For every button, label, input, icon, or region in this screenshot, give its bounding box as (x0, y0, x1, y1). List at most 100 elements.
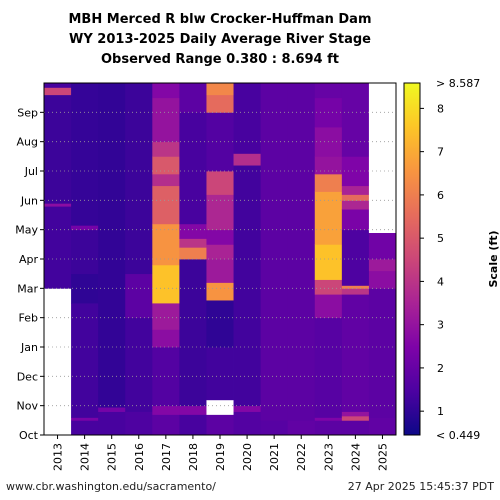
heatmap-cell-2025-1 (368, 288, 396, 418)
colorbar-tick-label-3: 3 (437, 319, 444, 332)
heatmap-cell-2024-7 (341, 209, 370, 231)
heatmap-cell-2020-2 (233, 165, 262, 407)
heatmap-cell-2023-6 (314, 191, 343, 245)
colorbar-ticks: 1 2 3 4 5 6 7 8 (420, 102, 444, 418)
heatmap-cell-2017-11 (152, 97, 180, 143)
heatmap-cell-2020-4 (233, 83, 262, 154)
heatmap-cell-2013-1 (44, 206, 72, 289)
heatmap-cell-2023-3 (314, 294, 343, 319)
heatmap-cell-2025-0 (368, 417, 396, 435)
heatmap-cell-2016-3 (125, 83, 153, 275)
heatmap-cell-2015-1 (98, 407, 126, 412)
year-tick-label-2018: 2018 (187, 443, 200, 471)
heatmap-cell-2017-0 (152, 414, 180, 435)
heatmap-cell-2016-1 (125, 317, 153, 412)
heatmap-cell-2021-0 (260, 420, 289, 435)
heatmap-cell-2024-10 (341, 185, 370, 195)
heatmap-cell-2024-4 (341, 288, 370, 295)
heatmap-cell-2017-3 (152, 329, 180, 348)
heatmap-cell-2018-3 (179, 247, 207, 260)
heatmap-cell-2017-6 (152, 223, 180, 266)
colorbar-tick-label-7: 7 (437, 146, 444, 159)
heatmap-cell-2023-0 (314, 420, 343, 435)
month-tick-label-nov: Nov (17, 400, 39, 413)
heatmap-cell-2019-9 (206, 171, 234, 195)
heatmap-cell-2024-9 (341, 194, 370, 201)
month-tick-label-jul: Jul (24, 165, 38, 178)
heatmap-cell-2014-4 (71, 229, 99, 275)
heatmap-cell-2024-1 (341, 415, 370, 421)
heatmap-cell-2019-8 (206, 194, 234, 231)
year-tick-label-2017: 2017 (160, 443, 173, 471)
colorbar-tick-label-2: 2 (437, 362, 444, 375)
timestamp: 27 Apr 2025 15:45:37 PDT (348, 480, 495, 493)
colorbar-tick-label-5: 5 (437, 232, 444, 245)
heatmap-cell-2017-4 (152, 303, 180, 330)
year-tick-label-2020: 2020 (241, 443, 254, 471)
source-url: www.cbr.washington.edu/sacramento/ (6, 480, 216, 493)
heatmap-cell-2019-12 (206, 83, 234, 96)
month-tick-label-sep: Sep (17, 106, 38, 119)
heatmap-cell-2014-1 (71, 417, 99, 421)
heatmap-cell-2013-2 (44, 203, 72, 207)
year-tick-label-2016: 2016 (133, 443, 146, 471)
heatmap-cells (44, 83, 396, 435)
heatmap-cell-2023-1 (314, 417, 343, 421)
month-tick-label-aug: Aug (17, 136, 38, 149)
year-tick-label-2025: 2025 (377, 443, 390, 471)
heatmap-cell-2018-1 (179, 405, 207, 415)
heatmap-cell-2020-0 (233, 411, 262, 435)
colorbar: 1 2 3 4 5 6 7 8 > 8.587 < 0.449 Scale (ft) (403, 77, 500, 442)
heatmap-cell-2018-2 (179, 259, 207, 407)
year-tick-label-2014: 2014 (79, 443, 92, 471)
heatmap-cell-2024-2 (341, 411, 370, 417)
colorbar-tick-label-1: 1 (437, 405, 444, 418)
heatmap-cell-2016-0 (125, 411, 153, 435)
heatmap-cell-2013-5 (44, 83, 72, 88)
heatmap-cell-2013-4 (44, 87, 72, 96)
heatmap-cell-2024-8 (341, 200, 370, 210)
heatmap-cell-2014-5 (71, 225, 99, 231)
year-tick-label-2021: 2021 (268, 443, 281, 471)
year-tick-label-2019: 2019 (214, 443, 227, 471)
heatmap-cell-2017-5 (152, 264, 180, 304)
month-gridlines (44, 111, 396, 407)
heatmap-cell-2017-7 (152, 185, 180, 225)
heatmap-cell-2019-4 (206, 282, 234, 301)
heatmap-cell-2025-3 (368, 259, 396, 272)
colorbar-tick-label-8: 8 (437, 102, 444, 115)
heatmap-cell-2018-4 (179, 238, 207, 248)
heatmap-cell-2016-2 (125, 273, 153, 319)
heatmap-cell-2017-8 (152, 173, 180, 187)
heatmap-cell-2017-9 (152, 156, 180, 175)
year-tick-label-2023: 2023 (322, 443, 335, 471)
heatmap-cell-2015-0 (98, 411, 126, 435)
heatmap-cell-2021-1 (260, 83, 289, 421)
heatmap-cell-2025-4 (368, 232, 396, 260)
heatmap-cell-2019-3 (206, 300, 234, 348)
heatmap-cell-2013-3 (44, 94, 72, 204)
heatmap-cell-2023-4 (314, 279, 343, 295)
month-tick-label-jan: Jan (20, 341, 38, 354)
heatmap-cell-2017-12 (152, 83, 180, 99)
year-tick-label-2013: 2013 (52, 443, 65, 471)
heatmap-cell-2024-12 (341, 83, 370, 157)
heatmap-cell-2018-0 (179, 414, 207, 435)
heatmap-cell-2019-0 (206, 414, 234, 435)
heatmap-cell-2019-2 (206, 347, 234, 401)
heatmap-cell-2023-8 (314, 156, 343, 175)
heatmap-cell-2024-0 (341, 420, 370, 435)
month-tick-label-oct: Oct (19, 429, 39, 442)
water-year-axis: 2013 2014 2015 2016 2017 2018 2019 2020 2021 2022… (52, 435, 390, 471)
heatmap-cell-2023-5 (314, 244, 343, 280)
colorbar-min-label: < 0.449 (436, 429, 480, 442)
month-tick-label-may: May (15, 224, 38, 237)
colorbar-max-label: > 8.587 (436, 77, 480, 90)
year-tick-label-2024: 2024 (349, 443, 362, 471)
heatmap-cell-2015-2 (98, 83, 126, 408)
heatmap-cell-2019-11 (206, 94, 234, 113)
colorbar-gradient (403, 82, 421, 436)
heatmap-cell-2019-5 (206, 259, 234, 283)
heatmap-cell-2024-5 (341, 285, 370, 289)
